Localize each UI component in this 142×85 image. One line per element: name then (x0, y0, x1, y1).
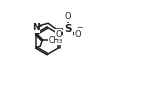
Text: N: N (32, 23, 39, 32)
Text: +: + (35, 22, 42, 31)
Text: CH₃: CH₃ (49, 36, 63, 45)
Text: O: O (55, 30, 62, 39)
Text: O: O (74, 30, 81, 39)
Text: O: O (65, 12, 71, 21)
Text: S: S (64, 24, 72, 34)
Text: −: − (76, 23, 82, 32)
